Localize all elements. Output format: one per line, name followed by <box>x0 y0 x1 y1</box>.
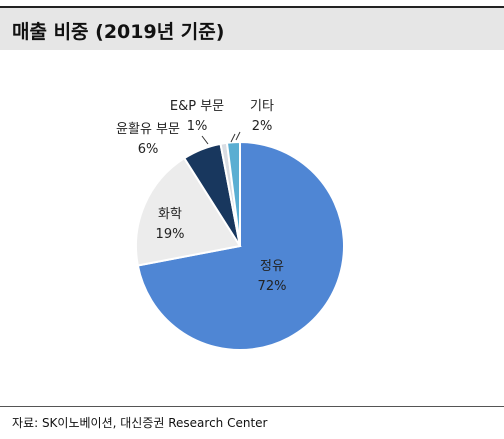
slice-value-2: 19% <box>156 227 185 242</box>
chart-title: 매출 비중 (2019년 기준) <box>12 21 225 43</box>
slice-label-4: E&P 부문 <box>170 99 224 114</box>
slice-value-4: 1% <box>187 119 208 134</box>
title-bar: 매출 비중 (2019년 기준) <box>0 6 504 50</box>
leader-line-4 <box>230 133 236 143</box>
leader-line-3 <box>201 135 209 145</box>
leader-line-5 <box>235 131 241 141</box>
slice-value-1: 72% <box>258 279 287 294</box>
pie-slice-2 <box>135 156 242 267</box>
slice-label-5: 기타 <box>250 99 274 114</box>
slice-value-5: 2% <box>252 119 273 134</box>
slice-label-2: 화학 <box>158 207 182 222</box>
source-divider <box>0 406 504 407</box>
pie-slice-5 <box>225 140 241 247</box>
slice-label-1: 정유 <box>260 259 284 274</box>
source-note: 자료: SK이노베이션, 대신증권 Research Center <box>12 416 268 430</box>
slice-value-3: 6% <box>138 142 159 157</box>
pie-chart: 정유 72% 화학 19% 윤활유 부문 6% E&P 부문 1% 기타 2% <box>116 99 345 351</box>
slice-label-3: 윤활유 부문 <box>116 122 180 137</box>
